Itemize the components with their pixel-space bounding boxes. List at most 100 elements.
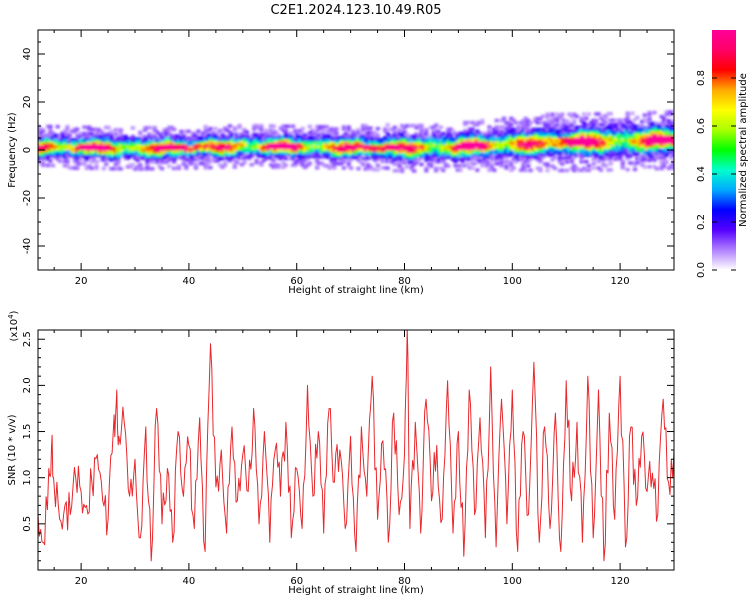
heatmap-cell — [75, 144, 80, 149]
y-tick-label: 2.0 — [22, 377, 33, 393]
heatmap-cell — [489, 144, 494, 149]
heatmap-cell — [552, 145, 557, 149]
heatmap-cell — [60, 153, 65, 157]
heatmap-cell — [337, 153, 342, 157]
heatmap-cell — [514, 149, 519, 153]
heatmap-cell — [300, 144, 305, 148]
heatmap-cell — [504, 155, 509, 159]
heatmap-cell — [218, 163, 223, 167]
heatmap-cell — [179, 138, 184, 142]
heatmap-cell — [259, 145, 264, 150]
heatmap-cell — [48, 148, 53, 152]
heatmap-cell — [390, 151, 395, 155]
heatmap-cell — [198, 148, 203, 153]
heatmap-cell — [142, 134, 148, 139]
heatmap-cell — [256, 152, 262, 156]
heatmap-cell — [557, 136, 562, 140]
heatmap-cell — [523, 147, 528, 151]
heatmap-cell — [521, 123, 526, 127]
heatmap-cell — [613, 129, 618, 133]
heatmap-cell — [269, 141, 274, 145]
heatmap-cell — [652, 164, 657, 169]
heatmap-cell — [273, 148, 279, 152]
x-tick-label: 20 — [75, 576, 88, 587]
heatmap-cell — [460, 157, 465, 161]
heatmap-cell — [351, 153, 356, 157]
heatmap-cell — [630, 122, 635, 126]
heatmap-cell — [252, 124, 257, 128]
heatmap-cell — [324, 135, 329, 140]
heatmap-cell — [494, 142, 499, 146]
heatmap-cell — [581, 140, 587, 144]
heatmap-cell — [300, 152, 305, 157]
heatmap-cell — [436, 151, 441, 155]
heatmap-cell — [472, 162, 477, 166]
heatmap-cell — [92, 138, 97, 142]
heatmap-cell — [298, 137, 303, 142]
heatmap-cell — [552, 149, 557, 153]
heatmap-cell — [361, 139, 366, 143]
heatmap-cell — [276, 152, 281, 156]
heatmap-cell — [467, 138, 473, 142]
heatmap-cell — [640, 150, 645, 154]
heatmap-cell — [540, 114, 545, 119]
heatmap-cell — [356, 166, 361, 171]
heatmap-cell — [225, 146, 230, 150]
heatmap-cell — [96, 147, 101, 151]
heatmap-cell — [623, 126, 628, 131]
heatmap-cell — [589, 149, 594, 153]
heatmap-cell — [378, 157, 383, 161]
heatmap-cell — [324, 133, 329, 138]
heatmap-cell — [378, 155, 383, 159]
heatmap-cell — [337, 136, 342, 140]
heatmap-cell — [407, 137, 412, 141]
heatmap-cell — [598, 116, 604, 120]
heatmap-cell — [516, 134, 521, 138]
heatmap-cell — [606, 153, 611, 157]
heatmap-cell — [623, 152, 628, 157]
heatmap-cell — [608, 142, 613, 146]
heatmap-cell — [623, 146, 628, 150]
heatmap-cell — [101, 132, 106, 136]
heatmap-cell — [169, 156, 174, 160]
heatmap-cell — [492, 144, 497, 149]
heatmap-cell — [324, 151, 329, 155]
heatmap-cell — [608, 135, 613, 140]
heatmap-cell — [72, 127, 77, 131]
heatmap-cell — [615, 150, 621, 155]
heatmap-cell — [671, 125, 674, 129]
heatmap-cell — [113, 151, 118, 156]
heatmap-cell — [509, 129, 514, 134]
heatmap-cell — [628, 154, 633, 159]
heatmap-cell — [611, 125, 616, 129]
heatmap-cell — [55, 125, 60, 129]
heatmap-cell — [113, 128, 118, 132]
heatmap-cell — [53, 142, 58, 146]
heatmap-cell — [533, 147, 538, 151]
heatmap-cell — [230, 132, 235, 137]
heatmap-cell — [611, 118, 616, 122]
heatmap-cell — [581, 127, 587, 131]
heatmap-cell — [465, 131, 470, 136]
heatmap-cell — [557, 114, 562, 119]
heatmap-cell — [577, 144, 582, 149]
heatmap-cell — [412, 139, 417, 143]
heatmap-cell — [531, 132, 536, 136]
heatmap-cell — [504, 159, 509, 164]
heatmap-cell — [111, 143, 116, 147]
heatmap-cell — [72, 129, 77, 133]
heatmap-cell — [669, 142, 674, 147]
heatmap-cell — [560, 129, 565, 134]
heatmap-cell — [426, 143, 431, 147]
heatmap-cell — [123, 134, 128, 139]
heatmap-cell — [637, 137, 642, 141]
heatmap-cell — [45, 155, 51, 159]
heatmap-cell — [383, 149, 388, 153]
heatmap-cell — [487, 129, 492, 133]
heatmap-cell — [472, 151, 477, 155]
heatmap-cell — [300, 131, 305, 135]
heatmap-cell — [477, 149, 482, 153]
heatmap-cell — [230, 137, 235, 141]
heatmap-cell — [332, 127, 337, 131]
heatmap-cell — [101, 136, 106, 140]
